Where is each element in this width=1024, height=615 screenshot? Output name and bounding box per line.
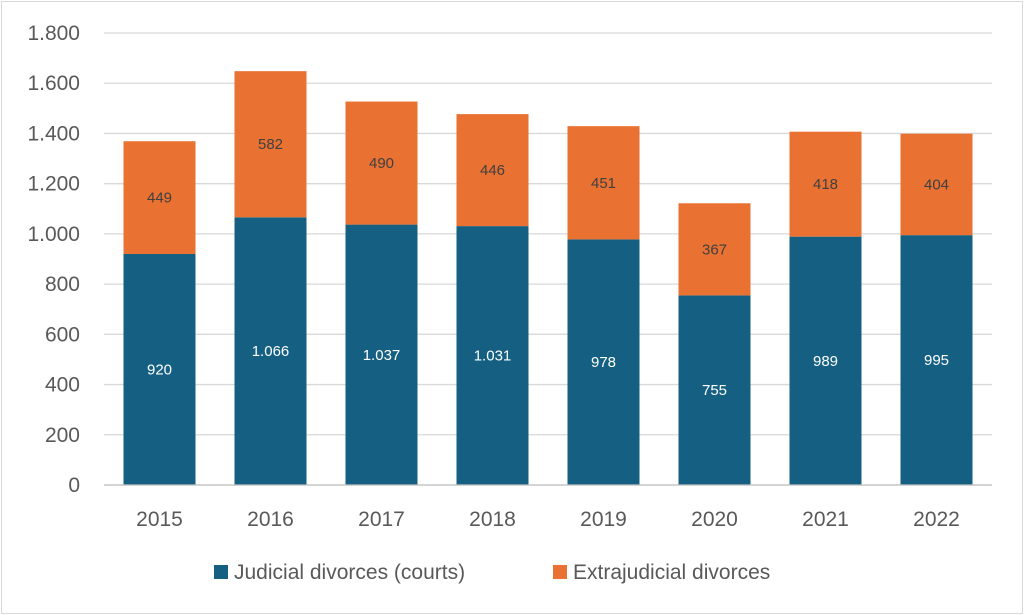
bar-segment-judicial bbox=[123, 253, 196, 485]
data-label: 582 bbox=[258, 136, 283, 153]
x-tick-label: 2016 bbox=[247, 508, 294, 531]
x-tick-label: 2015 bbox=[136, 508, 183, 531]
bar-segment-judicial bbox=[234, 217, 307, 485]
data-label: 989 bbox=[813, 353, 838, 370]
data-label: 418 bbox=[813, 176, 838, 193]
bar-segment-extrajudicial bbox=[456, 114, 529, 227]
bar-segment-judicial bbox=[456, 226, 529, 486]
data-label: 1.037 bbox=[363, 347, 401, 364]
x-tick-label: 2017 bbox=[358, 508, 405, 531]
data-label: 490 bbox=[369, 155, 394, 172]
data-label: 995 bbox=[924, 352, 949, 369]
y-tick-label: 1.400 bbox=[27, 122, 80, 145]
bar-segment-extrajudicial bbox=[789, 131, 862, 237]
bar-segment-judicial bbox=[900, 235, 973, 485]
y-tick-label: 1.000 bbox=[27, 223, 80, 246]
bar-segment-extrajudicial bbox=[234, 71, 307, 218]
data-label: 449 bbox=[147, 190, 172, 207]
data-label: 367 bbox=[702, 241, 727, 258]
legend-label: Extrajudicial divorces bbox=[573, 561, 770, 584]
x-tick-label: 2018 bbox=[469, 508, 516, 531]
y-tick-label: 200 bbox=[45, 424, 80, 447]
x-axis-ticks: 2015 2016 2017 2018 2019 2020 2021 2022 bbox=[136, 508, 960, 531]
data-label: 1.066 bbox=[252, 343, 290, 360]
y-tick-label: 1.200 bbox=[27, 173, 80, 196]
x-tick-label: 2019 bbox=[580, 508, 627, 531]
data-label: 446 bbox=[480, 162, 505, 179]
y-tick-label: 800 bbox=[45, 273, 80, 296]
bar-segment-extrajudicial bbox=[345, 101, 418, 225]
x-tick-label: 2021 bbox=[802, 508, 849, 531]
y-tick-label: 600 bbox=[45, 323, 80, 346]
data-label: 978 bbox=[591, 354, 616, 371]
bar-segment-extrajudicial bbox=[678, 203, 751, 296]
y-tick-label: 1.600 bbox=[27, 72, 80, 95]
y-tick-label: 400 bbox=[45, 374, 80, 397]
legend-swatch bbox=[553, 565, 567, 579]
data-label: 451 bbox=[591, 175, 616, 192]
bar-segment-judicial bbox=[789, 236, 862, 485]
y-axis-ticks: 0 200 400 600 800 1.000 1.200 1.400 1.600 1.800 bbox=[27, 22, 80, 497]
legend-swatch bbox=[214, 565, 228, 579]
x-tick-label: 2022 bbox=[913, 508, 960, 531]
bar-segment-extrajudicial bbox=[900, 133, 973, 236]
bar-segment-judicial bbox=[678, 295, 751, 485]
legend: Judicial divorces (courts) Extrajudicial … bbox=[214, 561, 770, 584]
y-tick-label: 1.800 bbox=[27, 22, 80, 45]
data-label: 404 bbox=[924, 176, 949, 193]
bar-segment-judicial bbox=[567, 239, 640, 485]
bar-segment-judicial bbox=[345, 224, 418, 485]
y-tick-label: 0 bbox=[68, 474, 80, 497]
bar-segment-extrajudicial bbox=[123, 141, 196, 254]
data-label: 920 bbox=[147, 361, 172, 378]
legend-label: Judicial divorces (courts) bbox=[234, 561, 465, 584]
x-tick-label: 2020 bbox=[691, 508, 738, 531]
data-label: 755 bbox=[702, 382, 727, 399]
bars: 920 449 1.066 582 1.037 490 1.031 446 978 451 755 3… bbox=[104, 71, 992, 486]
bar-segment-extrajudicial bbox=[567, 126, 640, 240]
data-label: 1.031 bbox=[474, 348, 512, 365]
